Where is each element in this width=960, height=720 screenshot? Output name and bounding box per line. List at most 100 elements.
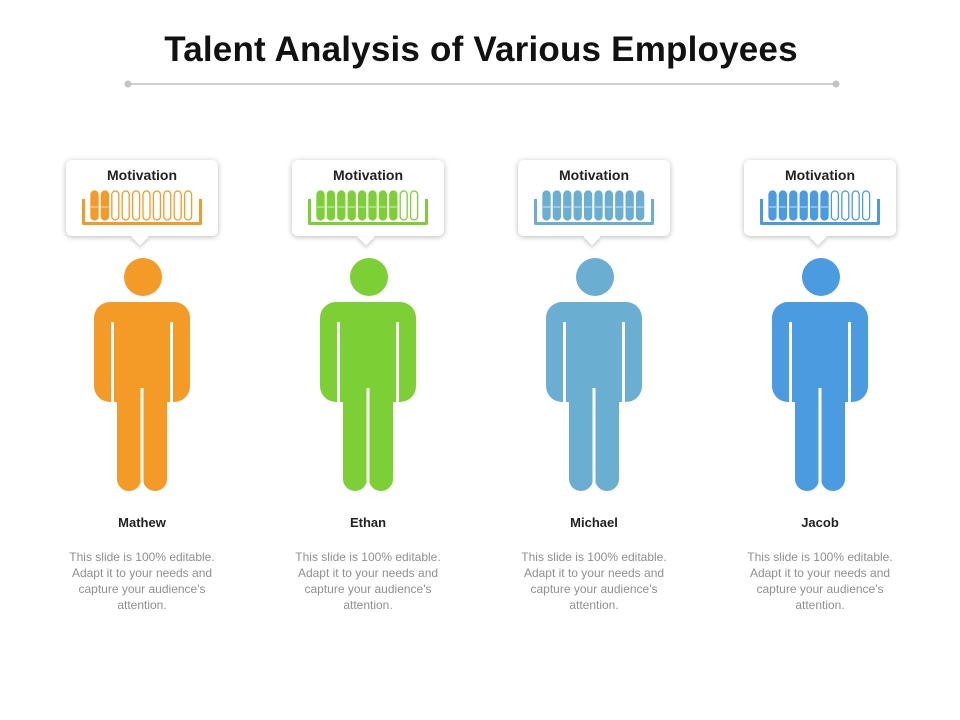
motivation-label: Motivation [785, 167, 855, 183]
motivation-callout: Motivation [744, 160, 896, 236]
meter-segment-filled [552, 190, 562, 221]
meter-segment-filled [368, 190, 377, 221]
employee-name: Ethan [349, 515, 387, 530]
meter-segment-filled [778, 190, 788, 221]
meter-segment-empty [183, 190, 193, 221]
person-icon [94, 258, 190, 494]
arm-gap-right [848, 322, 851, 418]
leg-gap [592, 388, 596, 494]
employee-description: This slide is 100% editable. Adapt it to… [521, 550, 667, 612]
motivation-callout: Motivation [292, 160, 444, 236]
arm-gap-left [563, 322, 566, 418]
person-leg-left [569, 370, 593, 491]
meter-segment-empty [399, 190, 408, 221]
arm-gap-right [396, 322, 399, 418]
meter-segment-filled [604, 190, 614, 221]
employee-card: Motivation Ethan This slide is 100% edit… [226, 0, 452, 720]
meter-segment-filled [635, 190, 645, 221]
employee-name: Michael [570, 515, 618, 530]
title-divider [124, 80, 840, 88]
employee-card: Motivation Jacob This slide is 100% edit… [678, 0, 904, 720]
meter-segment-filled [316, 190, 325, 221]
person-head [350, 258, 388, 296]
meter-segment-filled [625, 190, 634, 221]
meter-segment-filled [357, 190, 367, 221]
person-leg-left [117, 370, 141, 491]
meter-segment-filled [573, 190, 582, 221]
motivation-label: Motivation [333, 167, 403, 183]
person-torso [320, 302, 416, 402]
meter-segment-filled [100, 190, 110, 221]
person-leg-right [595, 370, 619, 491]
arm-gap-right [170, 322, 173, 418]
meter-segment-filled [337, 190, 346, 221]
meter-frame [534, 199, 654, 225]
meter-segment-empty [121, 190, 130, 221]
meter-segment-empty [851, 190, 860, 221]
leg-gap [818, 388, 822, 494]
person-icon [320, 258, 416, 494]
meter-segment-empty [111, 190, 120, 221]
employee-name: Mathew [118, 515, 166, 530]
motivation-meter [82, 190, 202, 225]
person-leg-right [369, 370, 393, 491]
person-icon [772, 258, 868, 494]
meter-frame [308, 199, 428, 225]
person-head [124, 258, 162, 296]
meter-segment-filled [768, 190, 777, 221]
meter-segment-filled [389, 190, 398, 221]
person-icon [546, 258, 642, 494]
arm-gap-left [789, 322, 792, 418]
meter-segment-empty [841, 190, 850, 221]
employee-card: Motivation Michael This slide is 100% ed… [452, 0, 678, 720]
motivation-callout: Motivation [518, 160, 670, 236]
meter-segment-filled [820, 190, 829, 221]
person-torso [546, 302, 642, 402]
meter-segment-filled [809, 190, 819, 221]
employee-description: This slide is 100% editable. Adapt it to… [295, 550, 441, 612]
employee-name: Jacob [801, 515, 839, 530]
meter-segment-filled [799, 190, 808, 221]
meter-segment-filled [542, 190, 551, 221]
leg-gap [140, 388, 144, 494]
meter-segment-empty [409, 190, 419, 221]
person-head [576, 258, 614, 296]
slide-title: Talent Analysis of Various Employees [164, 30, 798, 69]
motivation-label: Motivation [559, 167, 629, 183]
meter-frame [760, 199, 880, 225]
meter-segment-empty [152, 190, 162, 221]
meter-segment-filled [378, 190, 388, 221]
meter-segment-empty [830, 190, 840, 221]
person-torso [772, 302, 868, 402]
employee-card: Motivation Mathew This slide is 100% edi… [0, 0, 226, 720]
motivation-meter [760, 190, 880, 225]
meter-segment-empty [142, 190, 151, 221]
meter-segment-filled [583, 190, 593, 221]
motivation-label: Motivation [107, 167, 177, 183]
meter-segment-filled [563, 190, 572, 221]
person-head [802, 258, 840, 296]
meter-segment-filled [326, 190, 336, 221]
meter-segment-filled [615, 190, 624, 221]
leg-gap [366, 388, 370, 494]
meter-segment-empty [173, 190, 182, 221]
person-leg-right [821, 370, 845, 491]
meter-frame [82, 199, 202, 225]
meter-segment-empty [861, 190, 871, 221]
meter-segment-filled [594, 190, 603, 221]
meter-segment-empty [163, 190, 172, 221]
arm-gap-left [337, 322, 340, 418]
motivation-meter [534, 190, 654, 225]
meter-segment-filled [789, 190, 798, 221]
person-leg-left [343, 370, 367, 491]
employee-description: This slide is 100% editable. Adapt it to… [69, 550, 215, 612]
person-torso [94, 302, 190, 402]
meter-segment-filled [90, 190, 99, 221]
person-leg-left [795, 370, 819, 491]
arm-gap-right [622, 322, 625, 418]
motivation-meter [308, 190, 428, 225]
meter-segment-empty [131, 190, 141, 221]
arm-gap-left [111, 322, 114, 418]
employee-description: This slide is 100% editable. Adapt it to… [747, 550, 893, 612]
meter-segment-filled [347, 190, 356, 221]
